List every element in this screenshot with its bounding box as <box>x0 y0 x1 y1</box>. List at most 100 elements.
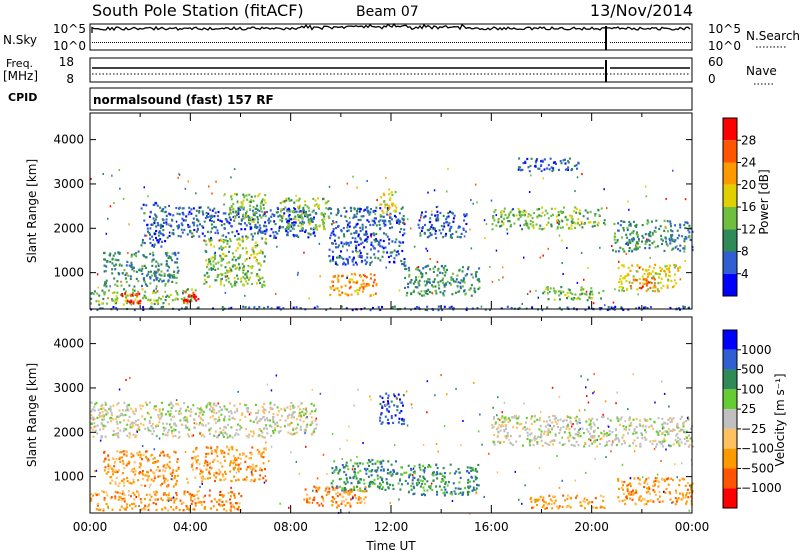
nsearch-point <box>270 42 271 43</box>
range-gate-cell <box>157 270 159 273</box>
range-gate-cell <box>660 238 663 241</box>
range-gate-cell <box>635 242 638 245</box>
range-gate-cell <box>585 293 588 296</box>
nsearch-point <box>554 42 555 43</box>
range-gate-cell <box>353 487 356 490</box>
range-gate-cell <box>189 229 192 233</box>
range-gate-cell <box>275 211 278 214</box>
range-gate-cell <box>263 199 266 202</box>
range-gate-cell <box>193 455 196 458</box>
range-gate-cell <box>187 225 190 228</box>
range-gate-cell <box>320 212 323 215</box>
range-gate-cell <box>359 229 362 233</box>
range-gate-cell <box>649 286 652 290</box>
range-gate-cell <box>253 468 256 471</box>
range-gate-cell <box>251 463 254 466</box>
range-gate-cell <box>222 435 225 438</box>
range-gate-cell <box>398 411 401 414</box>
range-gate-cell <box>123 497 126 500</box>
range-gate-cell <box>281 217 284 220</box>
range-gate-cell <box>152 291 155 294</box>
range-gate-cell <box>352 256 355 259</box>
range-gate-cell <box>122 462 125 465</box>
range-gate-cell <box>252 199 255 202</box>
range-gate-cell <box>258 193 261 196</box>
range-gate-cell <box>230 426 233 429</box>
range-gate-cell <box>648 234 651 237</box>
range-gate-cell <box>126 298 129 301</box>
range-gate-cell <box>165 218 168 221</box>
range-gate-cell <box>299 307 302 310</box>
range-gate-cell <box>149 210 152 213</box>
range-gate-cell <box>413 486 416 490</box>
range-gate-cell <box>550 223 553 226</box>
range-gate-cell <box>526 437 529 440</box>
range-gate-cell <box>159 484 162 487</box>
range-gate-cell <box>166 434 169 437</box>
range-gate-cell <box>641 234 644 237</box>
range-gate-cell <box>237 470 240 473</box>
range-gate-cell <box>380 460 383 463</box>
range-gate-cell <box>429 268 432 271</box>
range-gate-cell <box>350 490 353 493</box>
range-gate-cell <box>566 297 568 300</box>
range-gate-cell <box>125 280 128 283</box>
range-gate-cell <box>257 262 260 265</box>
range-gate-cell <box>199 223 201 226</box>
range-gate-cell <box>436 471 439 474</box>
range-gate-cell <box>178 225 180 229</box>
range-gate-cell <box>208 469 211 473</box>
nsearch-point <box>444 42 445 43</box>
range-gate-cell <box>386 422 389 425</box>
range-gate-cell <box>149 483 152 486</box>
cpid-value: normalsound (fast) 157 RF <box>93 93 274 107</box>
range-gate-cell <box>90 426 93 429</box>
range-gate-cell <box>138 426 141 429</box>
range-gate-cell <box>302 206 305 209</box>
range-gate-cell <box>204 477 207 480</box>
range-gate-cell <box>105 232 108 235</box>
range-gate-cell <box>429 227 432 230</box>
range-gate-cell <box>93 409 96 412</box>
range-gate-cell <box>132 478 135 481</box>
range-gate-cell <box>96 424 99 427</box>
range-gate-cell <box>301 227 304 230</box>
nsearch-point <box>620 42 621 43</box>
range-gate-cell <box>211 415 214 418</box>
range-gate-cell <box>638 266 641 269</box>
range-gate-cell <box>158 280 160 283</box>
range-gate-cell <box>404 276 407 280</box>
range-gate-cell <box>387 402 390 405</box>
range-gate-cell <box>248 200 251 203</box>
range-gate-cell <box>155 236 157 240</box>
range-gate-cell <box>339 493 342 496</box>
range-gate-cell <box>116 308 118 311</box>
range-gate-cell <box>473 290 476 293</box>
range-gate-cell <box>101 414 104 417</box>
nsearch-point <box>320 42 321 43</box>
range-gate-cell <box>171 478 174 481</box>
range-gate-cell <box>449 492 452 495</box>
range-gate-cell <box>279 426 282 429</box>
nsearch-point <box>242 42 243 43</box>
range-gate-cell <box>168 231 171 234</box>
range-gate-cell <box>662 284 665 287</box>
range-gate-cell <box>677 426 680 429</box>
range-gate-cell <box>287 227 290 230</box>
range-gate-cell <box>92 416 95 419</box>
range-gate-cell <box>108 253 111 257</box>
range-gate-cell <box>452 217 455 220</box>
range-gate-cell <box>106 302 109 305</box>
range-gate-cell <box>636 231 639 234</box>
range-gate-cell <box>365 284 368 288</box>
nsearch-point <box>94 42 95 43</box>
nsearch-point <box>290 42 291 43</box>
range-gate-cell <box>332 257 334 260</box>
range-gate-cell <box>237 478 240 481</box>
nsearch-point <box>178 42 179 43</box>
range-gate-cell <box>388 238 391 241</box>
range-gate-cell <box>524 211 527 214</box>
range-gate-cell <box>366 240 369 243</box>
range-gate-cell <box>450 278 453 281</box>
range-gate-cell <box>376 199 378 202</box>
